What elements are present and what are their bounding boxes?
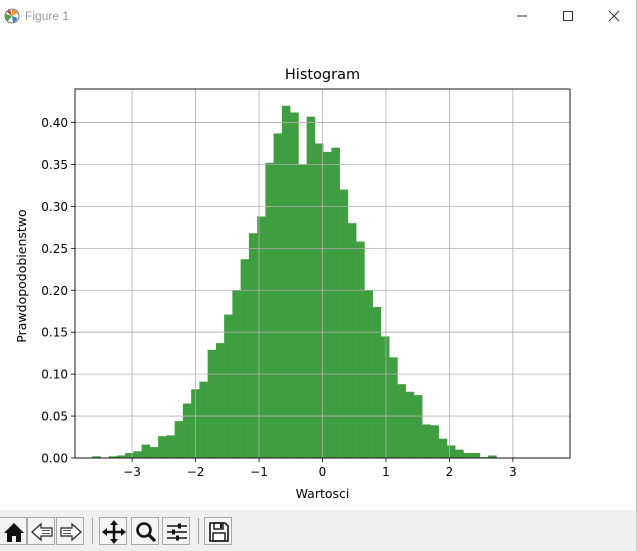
histogram-bar <box>430 425 439 458</box>
histogram-bar <box>488 455 497 458</box>
histogram-bar <box>215 343 225 458</box>
histogram-bar <box>298 164 307 458</box>
configure-subplots-icon <box>167 523 187 541</box>
histogram-bar <box>314 143 324 458</box>
home-button[interactable] <box>0 517 27 545</box>
histogram-bar <box>92 456 101 458</box>
histogram-bar <box>372 307 382 458</box>
histogram-bar <box>207 349 217 458</box>
histogram-bar <box>389 357 398 458</box>
maximize-icon <box>563 11 573 21</box>
y-tick-label: 0.15 <box>41 326 68 340</box>
x-tick-label: 2 <box>446 465 454 479</box>
histogram-bar <box>125 452 134 458</box>
histogram-bar <box>273 133 283 458</box>
histogram-bar <box>347 223 357 458</box>
x-tick-label: −1 <box>250 465 268 479</box>
y-tick-label: 0.25 <box>41 242 68 256</box>
figure-canvas[interactable]: −3 −2 −1 0 1 2 3 0.00 0.05 0.10 0.15 0.20 0.25 0.30 0.… <box>0 32 636 510</box>
histogram-bar <box>405 391 415 458</box>
x-tick-label: −2 <box>187 465 205 479</box>
navigation-toolbar <box>0 510 636 551</box>
minimize-icon <box>517 15 527 17</box>
histogram-bar <box>174 421 184 458</box>
histogram-bar <box>108 456 118 458</box>
x-tick-label: 0 <box>319 465 327 479</box>
histogram-bar <box>158 436 167 458</box>
back-button[interactable] <box>27 517 55 545</box>
histogram-bar <box>240 259 250 458</box>
x-axis-label: Wartosci <box>296 486 350 501</box>
zoom-button[interactable] <box>131 517 159 545</box>
matplotlib-logo-icon <box>4 8 20 24</box>
pan-button[interactable] <box>99 517 127 545</box>
y-tick-label: 0.10 <box>41 368 68 382</box>
histogram-bar <box>339 189 349 459</box>
back-icon <box>31 522 53 542</box>
histogram-bar <box>149 447 159 458</box>
histogram-bar <box>380 336 390 458</box>
histogram-bar <box>133 451 142 458</box>
histogram-chart: −3 −2 −1 0 1 2 3 0.00 0.05 0.10 0.15 0.20 0.25 0.30 0.… <box>14 67 571 501</box>
maximize-button[interactable] <box>545 0 591 32</box>
zoom-icon <box>136 522 157 543</box>
histogram-bar <box>455 449 464 458</box>
y-axis-label: Prawdopodobienstwo <box>14 209 29 342</box>
home-icon <box>4 523 24 542</box>
pan-icon <box>102 520 126 544</box>
y-tick-label: 0.40 <box>41 116 68 130</box>
histogram-bar <box>290 112 299 459</box>
histogram-bar <box>199 381 208 458</box>
histogram-bar <box>306 116 316 459</box>
histogram-bar <box>141 444 151 458</box>
y-tick-label: 0.20 <box>41 284 68 298</box>
histogram-bar <box>182 403 192 458</box>
histogram-bar <box>438 438 448 458</box>
window-titlebar: Figure 1 <box>0 0 637 32</box>
histogram-bar <box>265 162 274 459</box>
forward-icon <box>60 522 82 542</box>
y-tick-label: 0.30 <box>41 200 68 214</box>
forward-button[interactable] <box>56 517 84 545</box>
y-tick-label: 0.00 <box>41 452 68 466</box>
chart-title: Histogram <box>285 67 360 83</box>
histogram-bar <box>463 452 472 458</box>
x-tick-label: −3 <box>123 465 141 479</box>
save-icon <box>209 522 229 542</box>
histogram-bar <box>323 151 332 458</box>
histogram-bar <box>257 216 266 458</box>
configure-subplots-button[interactable] <box>162 517 190 545</box>
toolbar-separator <box>198 518 199 544</box>
minimize-button[interactable] <box>499 0 545 32</box>
toolbar-separator <box>92 518 93 544</box>
histogram-bar <box>248 233 258 458</box>
y-tick-label: 0.35 <box>41 158 68 172</box>
close-button[interactable] <box>591 0 637 32</box>
histogram-bar <box>331 147 340 459</box>
histogram-bar <box>422 424 431 458</box>
y-tick-label: 0.05 <box>41 410 68 424</box>
window-title: Figure 1 <box>25 9 70 23</box>
histogram-bar <box>446 445 456 458</box>
x-tick-label: 3 <box>509 465 517 479</box>
histogram-bar <box>471 452 481 458</box>
histogram-bar <box>281 105 291 458</box>
histogram-bar <box>224 314 233 458</box>
close-icon <box>608 10 620 22</box>
histogram-bar <box>397 384 406 458</box>
histogram-bar <box>166 435 175 458</box>
histogram-bar <box>116 455 126 458</box>
save-button[interactable] <box>204 517 232 545</box>
x-tick-label: 1 <box>382 465 390 479</box>
histogram-bar <box>356 241 365 458</box>
histogram-bar <box>413 395 423 458</box>
